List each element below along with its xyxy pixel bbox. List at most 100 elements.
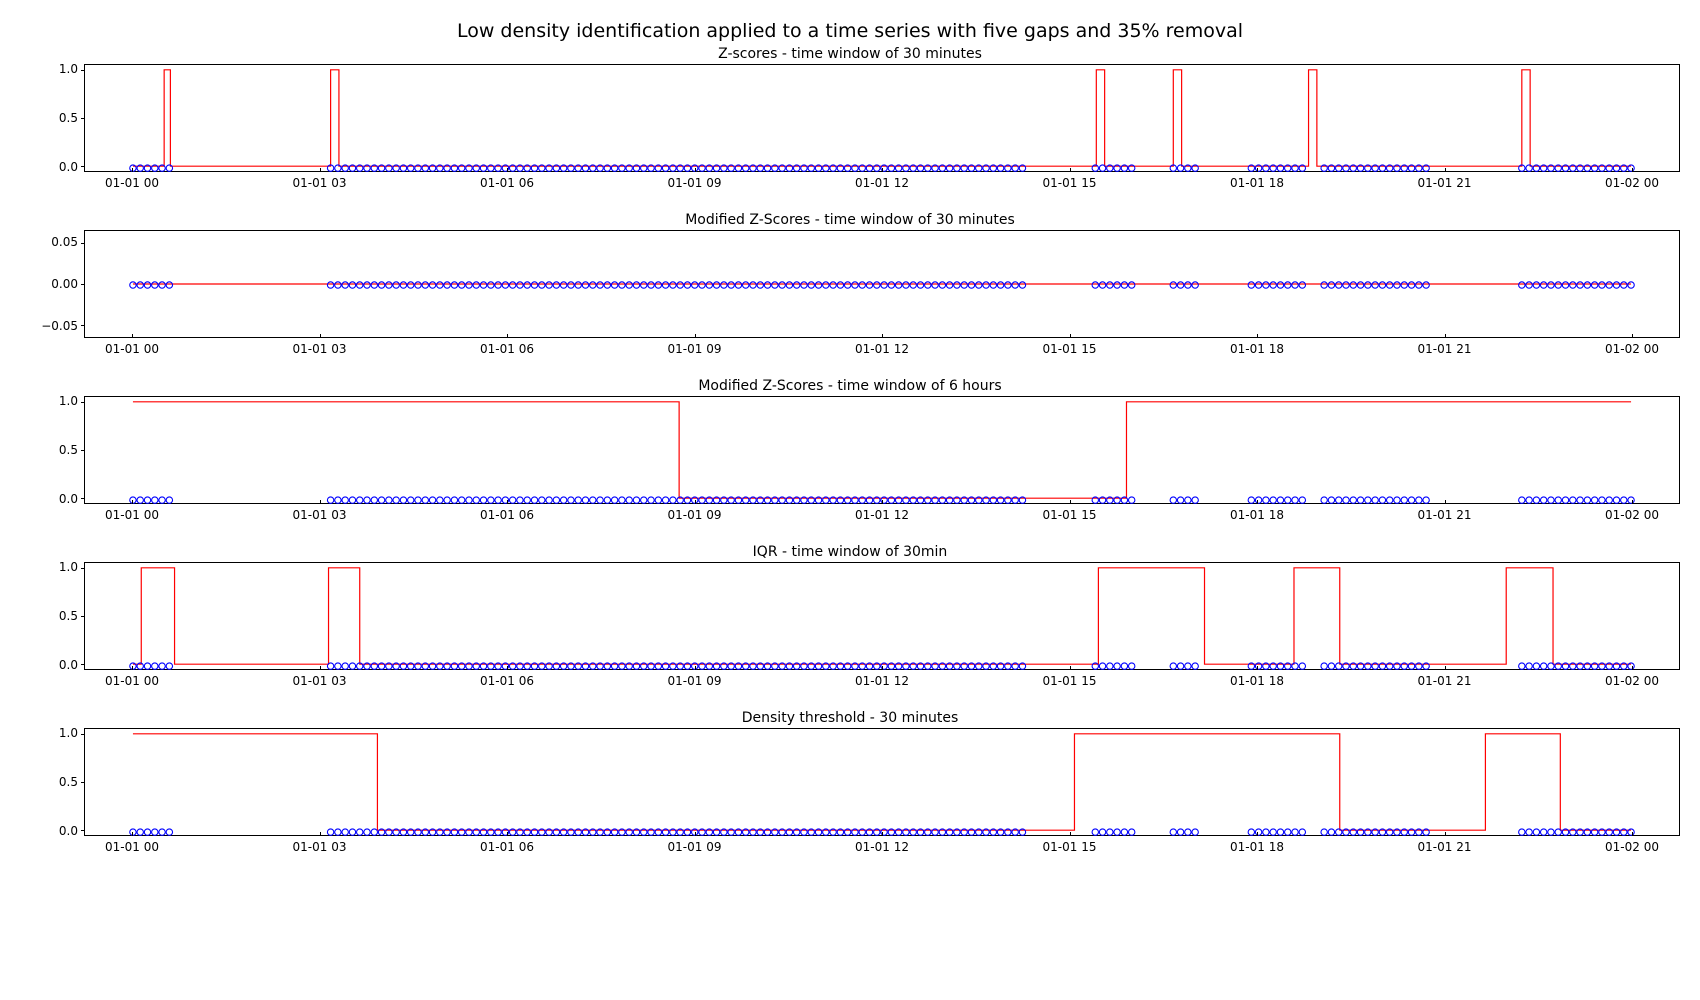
scatter-marker xyxy=(1185,663,1191,669)
scatter-marker xyxy=(568,282,574,288)
scatter-marker xyxy=(852,165,858,171)
scatter-marker xyxy=(1548,663,1554,669)
scatter-marker xyxy=(895,663,901,669)
scatter-marker xyxy=(1584,165,1590,171)
scatter-marker xyxy=(408,829,414,835)
scatter-marker xyxy=(437,282,443,288)
scatter-marker xyxy=(954,829,960,835)
scatter-marker xyxy=(728,165,734,171)
scatter-marker xyxy=(961,663,967,669)
scatter-marker xyxy=(1092,497,1098,503)
scatter-marker xyxy=(1570,663,1576,669)
x-axis: 01-01 0001-01 0301-01 0601-01 0901-01 12… xyxy=(84,172,1680,190)
scatter-marker xyxy=(1121,829,1127,835)
scatter-marker xyxy=(1170,282,1176,288)
scatter-marker xyxy=(524,663,530,669)
scatter-marker xyxy=(1591,663,1597,669)
scatter-marker xyxy=(1012,165,1018,171)
scatter-marker xyxy=(917,497,923,503)
scatter-marker xyxy=(976,497,982,503)
scatter-marker xyxy=(1092,165,1098,171)
scatter-marker xyxy=(1019,165,1025,171)
scatter-marker xyxy=(801,282,807,288)
scatter-marker xyxy=(159,282,165,288)
scatter-marker xyxy=(837,282,843,288)
scatter-marker xyxy=(626,165,632,171)
y-tick-label: 0.5 xyxy=(59,775,78,789)
scatter-marker xyxy=(641,497,647,503)
scatter-marker xyxy=(342,282,348,288)
x-tick-label: 01-01 18 xyxy=(1230,342,1284,356)
scatter-marker xyxy=(1248,165,1254,171)
scatter-marker xyxy=(1584,663,1590,669)
x-tick-label: 01-02 00 xyxy=(1605,176,1659,190)
scatter-marker xyxy=(1336,497,1342,503)
x-tick-label: 01-02 00 xyxy=(1605,508,1659,522)
scatter-marker xyxy=(641,829,647,835)
scatter-marker xyxy=(1005,165,1011,171)
scatter-marker xyxy=(1005,663,1011,669)
scatter-marker xyxy=(641,165,647,171)
scatter-marker xyxy=(699,497,705,503)
scatter-marker xyxy=(408,497,414,503)
scatter-marker xyxy=(903,497,909,503)
scatter-marker xyxy=(502,282,508,288)
scatter-marker xyxy=(1540,282,1546,288)
scatter-marker xyxy=(1591,829,1597,835)
scatter-marker xyxy=(713,165,719,171)
scatter-marker xyxy=(517,165,523,171)
x-tick-label: 01-01 09 xyxy=(668,176,722,190)
scatter-marker xyxy=(837,165,843,171)
scatter-marker xyxy=(1019,497,1025,503)
scatter-marker xyxy=(1328,829,1334,835)
scatter-marker xyxy=(495,165,501,171)
scatter-marker xyxy=(1416,282,1422,288)
scatter-marker xyxy=(932,663,938,669)
scatter-marker xyxy=(1192,829,1198,835)
scatter-marker xyxy=(1628,282,1634,288)
x-axis: 01-01 0001-01 0301-01 0601-01 0901-01 12… xyxy=(84,338,1680,356)
scatter-marker xyxy=(144,663,150,669)
scatter-marker xyxy=(633,829,639,835)
scatter-marker xyxy=(152,497,158,503)
scatter-marker xyxy=(429,165,435,171)
scatter-marker xyxy=(611,165,617,171)
x-tick-label: 01-02 00 xyxy=(1605,342,1659,356)
scatter-marker xyxy=(342,165,348,171)
scatter-marker xyxy=(327,663,333,669)
scatter-marker xyxy=(619,282,625,288)
scatter-marker xyxy=(808,497,814,503)
scatter-marker xyxy=(597,829,603,835)
scatter-marker xyxy=(1394,829,1400,835)
scatter-marker xyxy=(611,829,617,835)
scatter-marker xyxy=(670,165,676,171)
scatter-marker xyxy=(1177,165,1183,171)
scatter-marker xyxy=(604,829,610,835)
scatter-marker xyxy=(364,829,370,835)
scatter-marker xyxy=(1606,497,1612,503)
x-tick-label: 01-01 00 xyxy=(105,176,159,190)
scatter-marker xyxy=(1394,165,1400,171)
scatter-marker xyxy=(793,165,799,171)
scatter-marker xyxy=(378,282,384,288)
scatter-marker xyxy=(1270,497,1276,503)
scatter-marker xyxy=(553,165,559,171)
scatter-marker xyxy=(1107,829,1113,835)
scatter-marker xyxy=(1263,829,1269,835)
scatter-marker xyxy=(1533,282,1539,288)
scatter-marker xyxy=(997,497,1003,503)
scatter-marker xyxy=(378,663,384,669)
scatter-marker xyxy=(684,663,690,669)
y-tick-label: 1.0 xyxy=(59,726,78,740)
scatter-marker xyxy=(1562,282,1568,288)
scatter-marker xyxy=(575,165,581,171)
scatter-marker xyxy=(1386,663,1392,669)
scatter-marker xyxy=(422,497,428,503)
scatter-marker xyxy=(772,663,778,669)
scatter-marker xyxy=(488,497,494,503)
scatter-marker xyxy=(633,282,639,288)
scatter-marker xyxy=(1292,282,1298,288)
scatter-marker xyxy=(1562,663,1568,669)
scatter-marker xyxy=(1092,829,1098,835)
scatter-marker xyxy=(633,663,639,669)
